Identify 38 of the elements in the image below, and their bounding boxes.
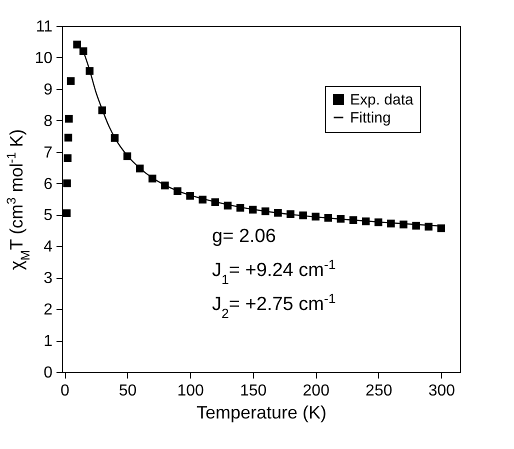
- point: [73, 40, 81, 48]
- point: [387, 220, 395, 228]
- legend-label: Exp. data: [350, 92, 414, 108]
- y-tick-label: 1: [44, 333, 53, 350]
- y-tick-label: 8: [44, 112, 53, 130]
- point: [312, 212, 320, 220]
- x-axis-title: Temperature (K): [196, 402, 327, 422]
- point: [62, 209, 71, 218]
- point: [65, 114, 73, 123]
- point: [64, 134, 72, 142]
- x-tick-label: 300: [428, 382, 456, 400]
- point: [66, 77, 75, 85]
- y-tick-label: 3: [44, 270, 53, 288]
- y-tick-label: 4: [44, 238, 53, 256]
- y-tick-label: 7: [44, 144, 53, 162]
- x-tick-label: 250: [366, 382, 392, 400]
- y-tick-label: 10: [34, 50, 53, 67]
- x-tick-label: 100: [177, 382, 204, 400]
- legend-label: Fitting: [350, 110, 391, 126]
- y-tick-label: 5: [44, 207, 53, 224]
- point: [161, 182, 169, 190]
- annotation: J$_{1}$= +9.24 cm$^{-1}$: [212, 256, 336, 286]
- y-tick-label: 6: [44, 176, 53, 193]
- y-tick-label: 9: [44, 81, 53, 98]
- x-tick-label: 150: [240, 382, 267, 400]
- x-tick-label: 50: [118, 382, 137, 400]
- x-tick-label: 200: [302, 382, 330, 400]
- point: [64, 154, 72, 162]
- point: [63, 179, 71, 188]
- point: [286, 210, 294, 218]
- x-tick-label: 0: [60, 382, 70, 400]
- point: [400, 220, 408, 228]
- y-tick-label: 11: [36, 18, 53, 36]
- annotation: J$_{2}$= +2.75 cm$^{-1}$: [212, 290, 336, 320]
- point: [86, 67, 94, 75]
- annotation: g= 2.06: [212, 226, 276, 247]
- y-tick-label: 2: [44, 302, 53, 319]
- y-tick-label: 0: [44, 364, 53, 382]
